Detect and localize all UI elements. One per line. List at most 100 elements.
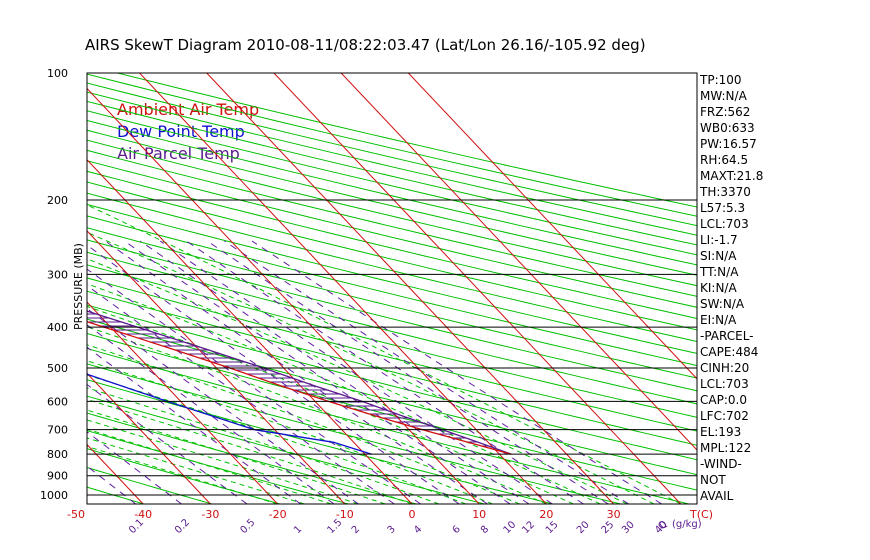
mixing-ratio-label: 2 (350, 524, 362, 536)
mixing-ratio-label: 1 (292, 524, 304, 536)
moist-adiabat (87, 283, 601, 504)
mixing-ratio-line (87, 431, 182, 504)
dry-adiabat (87, 100, 697, 246)
dry-adiabat (87, 430, 349, 504)
isotherm (0, 73, 76, 504)
dry-adiabat (87, 290, 697, 446)
moist-adiabat (87, 231, 655, 504)
pressure-tick-label: 200 (47, 194, 68, 207)
moist-adiabat (87, 305, 574, 504)
temp-tick-bottom: -20 (269, 508, 287, 521)
dry-adiabat (87, 119, 697, 266)
moist-adiabat (87, 258, 628, 504)
cape-area (87, 311, 512, 455)
y-axis-label: PRESSURE (MB) (72, 243, 85, 330)
dry-adiabat (87, 277, 697, 432)
moist-adiabat (87, 204, 682, 504)
mixing-ratio-unit: (g/kg) (672, 519, 702, 530)
dry-adiabat (87, 227, 697, 379)
stat-item: CINH:20 (700, 361, 750, 375)
mixing-ratio-line (186, 240, 584, 504)
dry-adiabat (87, 215, 697, 367)
stat-item: RH:64.5 (700, 153, 749, 167)
stat-item: TT:N/A (700, 265, 739, 279)
mixing-ratio-line (87, 346, 302, 504)
mixing-ratio-line (251, 240, 663, 504)
dry-adiabat (87, 110, 697, 256)
mixing-ratio-label: 12 (520, 519, 537, 536)
mixing-ratio-line (87, 244, 460, 504)
mixing-ratio-label: 10 (502, 519, 519, 536)
stat-item: CAPE:484 (700, 345, 759, 359)
isotherm (87, 230, 346, 504)
pressure-tick-label: 800 (47, 448, 68, 461)
mixing-ratio-label: 15 (544, 519, 561, 536)
temp-tick-bottom: 30 (607, 508, 621, 521)
temp-tick-bottom: -10 (336, 508, 354, 521)
isotherm (0, 73, 9, 504)
temp-tick-bottom: 10 (472, 508, 486, 521)
mixing-ratio-line (206, 240, 609, 504)
mixing-ratio-line (104, 240, 488, 504)
temp-tick-bottom: -40 (134, 508, 152, 521)
mixing-ratio-line (87, 284, 395, 504)
mixing-ratio-label: 6 (451, 524, 463, 536)
pressure-tick-label: 900 (47, 470, 68, 483)
stat-item: SW:N/A (700, 297, 745, 311)
pressure-tick-label: 600 (47, 395, 68, 408)
stat-item: SI:N/A (700, 249, 737, 263)
dry-adiabat (87, 181, 697, 331)
dry-adiabat (87, 379, 553, 504)
pressure-tick-label: 400 (47, 321, 68, 334)
moist-adiabat (87, 398, 413, 504)
isotherm (87, 372, 211, 504)
mixing-ratio-line (159, 240, 553, 504)
isotherm (206, 73, 614, 504)
stat-item: TH:3370 (700, 185, 751, 199)
dry-adiabat (87, 395, 485, 504)
stat-item: CAP:0.0 (700, 393, 747, 407)
stat-item: MPL:122 (700, 441, 752, 455)
dry-adiabat (87, 448, 281, 504)
dry-adiabat (87, 139, 697, 287)
isotherm (87, 158, 413, 504)
stat-item: NOT (700, 473, 726, 487)
isotherm (87, 87, 480, 504)
mixing-ratio-label: 4 (412, 524, 424, 536)
dry-adiabat (87, 203, 697, 354)
dry-adiabat (87, 239, 697, 392)
parcel-temp-line (87, 310, 512, 455)
dry-adiabat (87, 149, 697, 297)
mixing-ratio-label: 30 (620, 519, 637, 536)
pressure-tick-label: 700 (47, 424, 68, 437)
mixing-ratio-line (87, 324, 335, 504)
dry-adiabat (87, 192, 697, 343)
stat-item: MAXT:21.8 (700, 169, 764, 183)
isotherm (340, 73, 697, 451)
stat-item: FRZ:562 (700, 105, 751, 119)
mixing-ratio-label: 20 (575, 519, 592, 536)
mixing-ratio-line (87, 383, 248, 504)
stat-item: L57:5.3 (700, 201, 746, 215)
stat-item: WB0:633 (700, 121, 755, 135)
dry-adiabat (87, 347, 690, 504)
stat-item: AVAIL (700, 489, 734, 503)
dry-adiabat (87, 466, 213, 504)
stat-item: LCL:703 (700, 217, 749, 231)
moist-adiabat (87, 374, 466, 504)
moist-adiabat (87, 409, 386, 504)
dry-adiabat (87, 129, 697, 276)
moist-adiabat (87, 437, 305, 504)
temp-tick-bottom: 0 (409, 508, 416, 521)
moist-adiabat (87, 387, 440, 504)
dry-adiabat (87, 170, 697, 319)
dew-point-line (87, 373, 372, 455)
legend-ambient-label: Ambient Air Temp (117, 100, 260, 119)
moist-adiabat (87, 326, 547, 504)
stat-item: EL:193 (700, 425, 742, 439)
temp-tick-bottom: -30 (201, 508, 219, 521)
ambient-temp-line (87, 321, 512, 455)
stat-item: TP:100 (700, 73, 742, 87)
dry-adiabat (87, 318, 697, 476)
